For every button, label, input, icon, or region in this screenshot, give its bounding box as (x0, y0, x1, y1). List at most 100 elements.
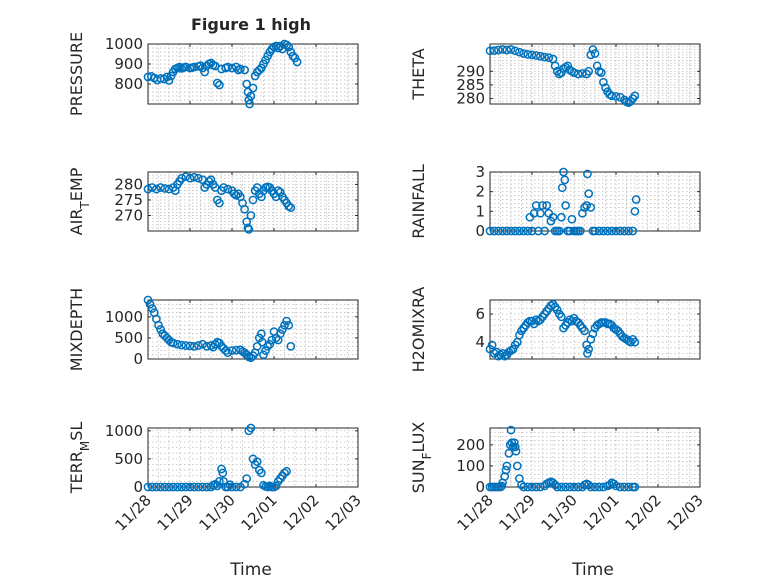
air_temp-point (286, 203, 296, 213)
terr_msl-point (271, 481, 281, 491)
rainfall-point (536, 208, 545, 218)
air_temp-point (215, 198, 224, 208)
pressure-point (282, 40, 291, 50)
theta-point (601, 83, 610, 92)
air_temp-point (242, 217, 252, 227)
rainfall-point (583, 169, 592, 179)
h2omixra-ytick-label: 6 (475, 305, 485, 323)
rainfall-point (498, 226, 507, 236)
sun_flux-point (501, 465, 511, 475)
theta-point (611, 92, 621, 101)
sun_flux-xtick-label: 11/29 (496, 491, 539, 534)
mixdepth-point (173, 339, 182, 349)
sun_flux-point (523, 482, 533, 492)
h2omixra-point (586, 334, 596, 344)
rainfall-point (531, 201, 541, 210)
air_temp-point (185, 173, 195, 183)
pressure-point (292, 57, 302, 67)
rainfall-point (599, 226, 608, 236)
terr_msl-point (164, 482, 174, 492)
theta-point (527, 50, 537, 60)
theta-point (523, 50, 533, 59)
pressure-ytick-label: 800 (114, 75, 143, 93)
theta-ytick-label: 280 (456, 90, 485, 108)
rainfall-point (527, 226, 537, 236)
terr_msl-point (173, 482, 182, 492)
sun_flux-point (510, 442, 520, 452)
rainfall-point (548, 212, 558, 222)
pressure-ytick-label: 1000 (105, 35, 143, 53)
sun_flux-point (502, 461, 512, 471)
rainfall-ytick-label: 3 (475, 163, 485, 181)
rainfall-point (586, 203, 596, 212)
rainfall-point (529, 208, 539, 218)
sun_flux-xtick-label: 12/03 (664, 491, 707, 534)
terr_msl-point (147, 482, 157, 492)
h2omixra-point (552, 305, 562, 315)
h2omixra-point (584, 344, 594, 354)
theta-point (494, 45, 503, 55)
sun_flux-point (511, 446, 521, 456)
mixdepth-point (154, 320, 163, 330)
air_temp-ytick-label: 280 (114, 175, 143, 193)
rainfall-point (615, 226, 625, 236)
theta-point (596, 68, 606, 77)
rainfall-point (567, 214, 577, 224)
theta-point (586, 50, 596, 60)
theta-point (599, 77, 608, 87)
air_temp-ylabel: AIRTEMP (67, 167, 92, 235)
theta-axes-box (489, 43, 701, 105)
pressure-point (236, 64, 245, 74)
sun_flux-xtick-label: 11/28 (454, 491, 497, 534)
pressure-point (288, 51, 298, 61)
rainfall-point (502, 226, 512, 236)
mixdepth-point (156, 325, 165, 334)
rainfall-ytick-label: 0 (475, 222, 485, 240)
sun_flux-point (594, 482, 604, 492)
air_temp-point (275, 187, 285, 197)
air_temp-ytick-label: 275 (114, 191, 143, 209)
rainfall-point (533, 226, 543, 236)
h2omixra-point (588, 329, 598, 339)
pressure-point (212, 78, 222, 88)
air_temp-axes-box (147, 171, 359, 232)
pressure-plot-area (148, 44, 358, 104)
mixdepth-point (177, 340, 186, 350)
mixdepth-point (189, 342, 199, 351)
air_temp-point (189, 172, 199, 182)
sun_flux-point (565, 482, 575, 492)
mixdepth-point (275, 329, 285, 339)
terr_msl-ylabel: TERRMSL (67, 422, 92, 495)
air_temp-point (156, 183, 165, 192)
terr_msl-xtick-label: 12/02 (280, 491, 323, 534)
pressure-point (196, 61, 205, 70)
sun_flux-point (586, 482, 596, 492)
pressure-point (164, 76, 174, 85)
rainfall-point (624, 226, 633, 236)
terr_msl-xtick-label: 11/28 (112, 491, 155, 534)
theta-point (519, 49, 528, 58)
h2omixra-ylabel: H2OMIXRA (409, 287, 428, 373)
pressure-point (223, 62, 233, 72)
sun_flux-xtick-label: 11/30 (538, 491, 581, 534)
terr_msl-xtick-label: 12/03 (322, 491, 365, 534)
mixdepth-point (202, 342, 212, 351)
terr_msl-point (215, 477, 224, 486)
terr_msl-point (189, 482, 199, 492)
rainfall-point (519, 226, 528, 236)
rainfall-point (584, 189, 594, 198)
mixdepth-point (181, 341, 191, 350)
pressure-point (273, 43, 283, 53)
air_temp-point (284, 201, 294, 211)
air_temp-point (177, 173, 186, 183)
theta-point (584, 66, 594, 76)
mixdepth-point (227, 346, 237, 355)
sun_flux-point (624, 482, 633, 492)
mixdepth-point (145, 299, 155, 309)
theta-point (489, 46, 499, 55)
pressure-point (248, 83, 258, 93)
air_temp-point (194, 173, 203, 183)
mixdepth-point (280, 320, 289, 330)
h2omixra-point (557, 312, 566, 322)
